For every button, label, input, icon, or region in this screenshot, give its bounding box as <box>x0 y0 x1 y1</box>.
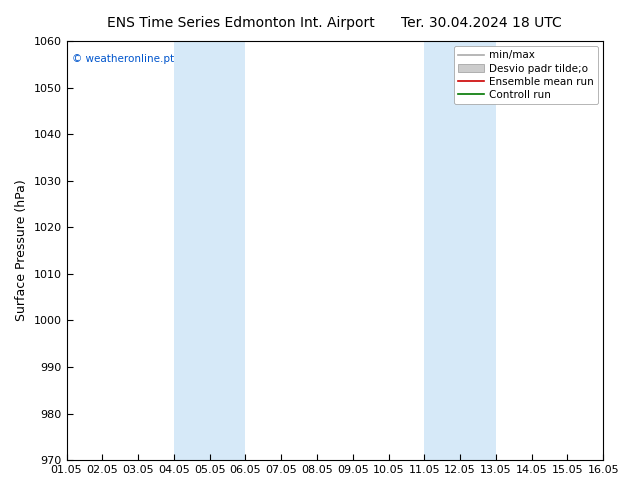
Bar <box>460 41 496 460</box>
Text: Ter. 30.04.2024 18 UTC: Ter. 30.04.2024 18 UTC <box>401 16 562 30</box>
Text: © weatheronline.pt: © weatheronline.pt <box>72 53 174 64</box>
Legend: min/max, Desvio padr tilde;o, Ensemble mean run, Controll run: min/max, Desvio padr tilde;o, Ensemble m… <box>454 46 598 104</box>
Bar <box>424 41 460 460</box>
Bar <box>174 41 210 460</box>
Y-axis label: Surface Pressure (hPa): Surface Pressure (hPa) <box>15 180 28 321</box>
Bar <box>210 41 245 460</box>
Text: ENS Time Series Edmonton Int. Airport: ENS Time Series Edmonton Int. Airport <box>107 16 375 30</box>
